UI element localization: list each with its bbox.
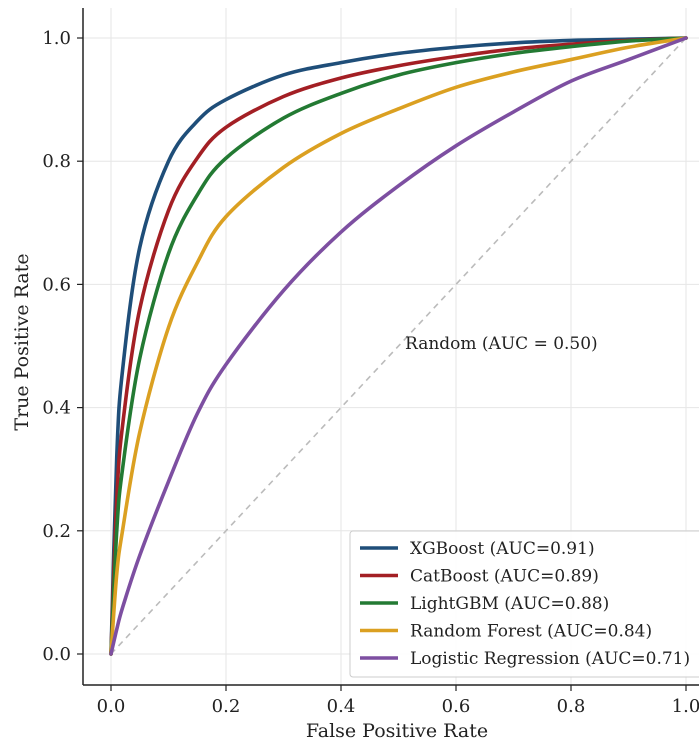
legend-label-0: XGBoost (AUC=0.91) <box>410 539 595 559</box>
series-line-4 <box>109 36 688 656</box>
x-tick-label-1: 0.2 <box>212 696 241 717</box>
series-line-1 <box>109 36 688 656</box>
x-tick-label-4: 0.8 <box>557 696 586 717</box>
legend-label-3: Random Forest (AUC=0.84) <box>410 622 652 642</box>
legend-box <box>349 530 699 678</box>
legend-label-1: CatBoost (AUC=0.89) <box>410 567 599 587</box>
y-tick-label-1: 0.2 <box>42 521 71 542</box>
x-tick-label-2: 0.4 <box>327 696 356 717</box>
grid <box>83 8 699 685</box>
series-line-2 <box>109 36 688 656</box>
series-line-0 <box>109 36 688 656</box>
random-baseline-annotation: Random (AUC = 0.50) <box>405 334 598 354</box>
y-tick-label-4: 0.8 <box>42 151 71 172</box>
y-axis-label: True Positive Rate <box>11 253 33 430</box>
axes <box>82 8 699 686</box>
legend-label-2: LightGBM (AUC=0.88) <box>410 594 609 614</box>
y-tick-label-2: 0.4 <box>42 398 71 419</box>
y-tick-label-3: 0.6 <box>42 274 71 295</box>
y-tick-label-5: 1.0 <box>42 28 71 49</box>
random-baseline-line <box>110 37 687 655</box>
legend: XGBoost (AUC=0.91) CatBoost (AUC=0.89) Lig… <box>349 530 699 678</box>
x-tick-label-5: 1.0 <box>672 696 699 717</box>
series-line-3 <box>109 36 688 656</box>
x-axis-label: False Positive Rate <box>306 720 488 742</box>
baseline-layer <box>110 37 687 655</box>
x-tick-label-0: 0.0 <box>97 696 126 717</box>
ticks: 0.0 0.2 0.4 0.6 0.8 1.0 0.0 0.2 0.4 0.6 0.8 1.0 <box>42 28 699 717</box>
y-tick-label-0: 0.0 <box>42 644 71 665</box>
series-layer <box>109 36 688 656</box>
x-tick-label-3: 0.6 <box>442 696 471 717</box>
legend-label-4: Logistic Regression (AUC=0.71) <box>410 649 690 669</box>
